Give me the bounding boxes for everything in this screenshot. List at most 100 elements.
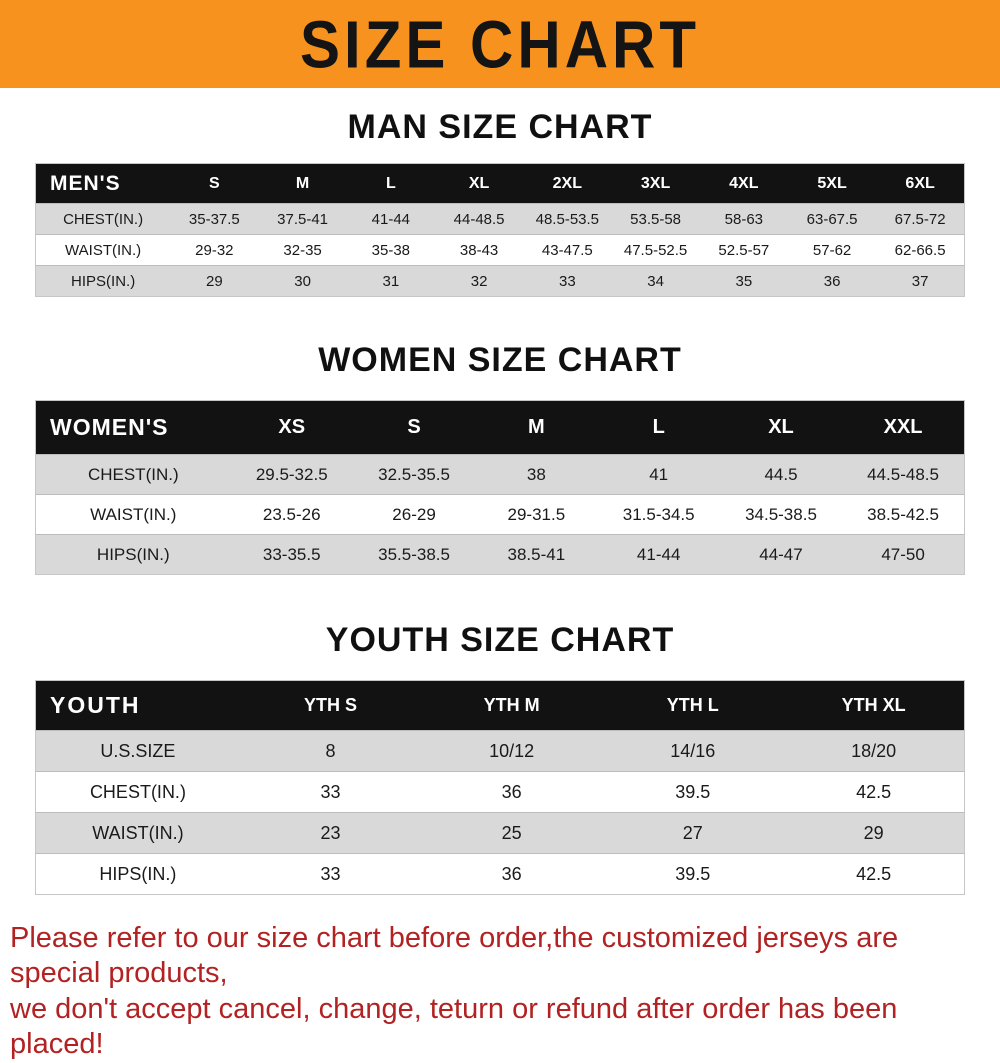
size-value: 33 <box>239 771 422 813</box>
size-value: 33 <box>239 853 422 895</box>
size-value: 26-29 <box>352 494 476 535</box>
row-label: CHEST(IN.) <box>35 454 231 495</box>
size-value: 31 <box>346 265 435 297</box>
size-value: 42.5 <box>783 853 965 895</box>
table-row: HIPS(IN.) 33 36 39.5 42.5 <box>35 853 965 895</box>
size-value: 67.5-72 <box>876 203 965 235</box>
size-value: 43-47.5 <box>523 234 612 266</box>
size-column-header: 2XL <box>552 174 582 192</box>
men-table-label: MEN'S <box>50 171 121 195</box>
size-value: 39.5 <box>602 853 784 895</box>
men-header-row: MEN'S S M L XL 2XL 3XL 4XL 5XL 6XL <box>35 163 965 204</box>
table-row: WAIST(IN.) 29-32 32-35 35-38 38-43 43-47.5 47.… <box>35 234 965 266</box>
size-column-header: 6XL <box>905 174 935 192</box>
size-value: 41 <box>597 454 720 495</box>
size-value: 44-48.5 <box>434 203 524 235</box>
row-label: WAIST(IN.) <box>35 812 240 854</box>
size-value: 47-50 <box>842 534 965 575</box>
youth-header-row: YOUTH YTH S YTH M YTH L YTH XL <box>35 680 965 731</box>
size-value: 41-44 <box>597 534 720 575</box>
women-size-chart-section: WOMEN SIZE CHART WOMEN'S XS S M L XL XXL CHEST(I… <box>0 341 1000 575</box>
size-column-header: S <box>407 416 421 438</box>
size-value: 38.5-42.5 <box>842 494 965 535</box>
size-column-header: L <box>385 174 396 192</box>
size-value: 32.5-35.5 <box>352 454 476 495</box>
size-value: 37.5-41 <box>258 203 347 235</box>
size-column-header: 5XL <box>817 174 847 192</box>
size-value: 44.5 <box>719 454 843 495</box>
size-value: 36 <box>421 853 603 895</box>
size-value: 38-43 <box>434 234 524 266</box>
size-column-header: XXL <box>883 416 923 438</box>
size-value: 23.5-26 <box>230 494 353 535</box>
size-value: 29 <box>170 265 259 297</box>
row-label: CHEST(IN.) <box>35 771 240 813</box>
footer-line-2: we don't accept cancel, change, teturn o… <box>10 992 898 1061</box>
youth-table-label: YOUTH <box>50 692 141 718</box>
size-column-header: XS <box>278 416 306 438</box>
footer-line-1: Please refer to our size chart before or… <box>10 922 899 990</box>
size-column-header: 4XL <box>729 174 759 192</box>
size-chart-sections: MAN SIZE CHART MEN'S S M L XL 2XL 3XL 4XL 5XL 6XL C… <box>0 108 1000 895</box>
size-value: 42.5 <box>783 771 965 813</box>
row-label: HIPS(IN.) <box>35 534 231 575</box>
size-column-header: M <box>295 174 310 192</box>
size-value: 48.5-53.5 <box>523 203 612 235</box>
footer-note: Please refer to our size chart before or… <box>10 921 990 1063</box>
size-value: 30 <box>258 265 347 297</box>
men-section-heading: MAN SIZE CHART <box>347 108 653 146</box>
size-column-header: XL <box>768 416 794 438</box>
table-row: CHEST(IN.) 29.5-32.5 32.5-35.5 38 41 44.5 44.5… <box>35 454 965 495</box>
size-column-header: YTH S <box>303 695 357 715</box>
row-label: WAIST(IN.) <box>35 494 231 535</box>
size-value: 18/20 <box>783 730 965 772</box>
size-value: 58-63 <box>699 203 788 235</box>
size-value: 23 <box>239 812 422 854</box>
size-value: 57-62 <box>787 234 877 266</box>
size-value: 44-47 <box>719 534 843 575</box>
size-value: 35-37.5 <box>170 203 259 235</box>
youth-size-table: YOUTH YTH S YTH M YTH L YTH XL U.S.SIZE 8 10/12… <box>35 680 965 895</box>
row-label: WAIST(IN.) <box>35 234 171 266</box>
women-header-row: WOMEN'S XS S M L XL XXL <box>35 400 965 455</box>
table-row: WAIST(IN.) 23 25 27 29 <box>35 812 965 854</box>
banner: SIZE CHART <box>0 0 1000 88</box>
size-value: 36 <box>787 265 877 297</box>
row-label: HIPS(IN.) <box>35 853 240 895</box>
table-row: HIPS(IN.) 29 30 31 32 33 34 35 36 37 <box>35 265 965 297</box>
size-value: 8 <box>239 730 422 772</box>
row-label: CHEST(IN.) <box>35 203 171 235</box>
page-title: SIZE CHART <box>300 6 700 82</box>
table-row: CHEST(IN.) 35-37.5 37.5-41 41-44 44-48.5 48.5… <box>35 203 965 235</box>
men-size-table: MEN'S S M L XL 2XL 3XL 4XL 5XL 6XL CHEST(IN.) 35-37… <box>35 163 965 297</box>
size-value: 39.5 <box>602 771 784 813</box>
size-column-header: L <box>652 416 665 438</box>
size-value: 35-38 <box>346 234 435 266</box>
size-value: 38 <box>475 454 598 495</box>
size-value: 10/12 <box>421 730 603 772</box>
size-column-header: 3XL <box>640 174 671 192</box>
size-column-header: S <box>208 174 220 192</box>
women-size-table: WOMEN'S XS S M L XL XXL CHEST(IN.) 29.5-32.5 32.5… <box>35 400 965 575</box>
size-value: 31.5-34.5 <box>597 494 720 535</box>
row-label: HIPS(IN.) <box>35 265 171 297</box>
size-value: 47.5-52.5 <box>611 234 700 266</box>
size-value: 35 <box>699 265 788 297</box>
size-value: 63-67.5 <box>787 203 877 235</box>
size-value: 36 <box>421 771 603 813</box>
size-value: 34 <box>611 265 700 297</box>
size-value: 41-44 <box>346 203 435 235</box>
size-value: 44.5-48.5 <box>842 454 965 495</box>
size-value: 29-32 <box>170 234 259 266</box>
size-value: 37 <box>876 265 965 297</box>
size-value: 33-35.5 <box>230 534 353 575</box>
size-value: 38.5-41 <box>475 534 598 575</box>
size-value: 25 <box>421 812 603 854</box>
size-value: 29-31.5 <box>475 494 598 535</box>
size-value: 53.5-58 <box>611 203 700 235</box>
size-value: 14/16 <box>602 730 784 772</box>
size-value: 32-35 <box>258 234 347 266</box>
size-value: 29 <box>783 812 965 854</box>
table-row: WAIST(IN.) 23.5-26 26-29 29-31.5 31.5-34.5 34… <box>35 494 965 535</box>
